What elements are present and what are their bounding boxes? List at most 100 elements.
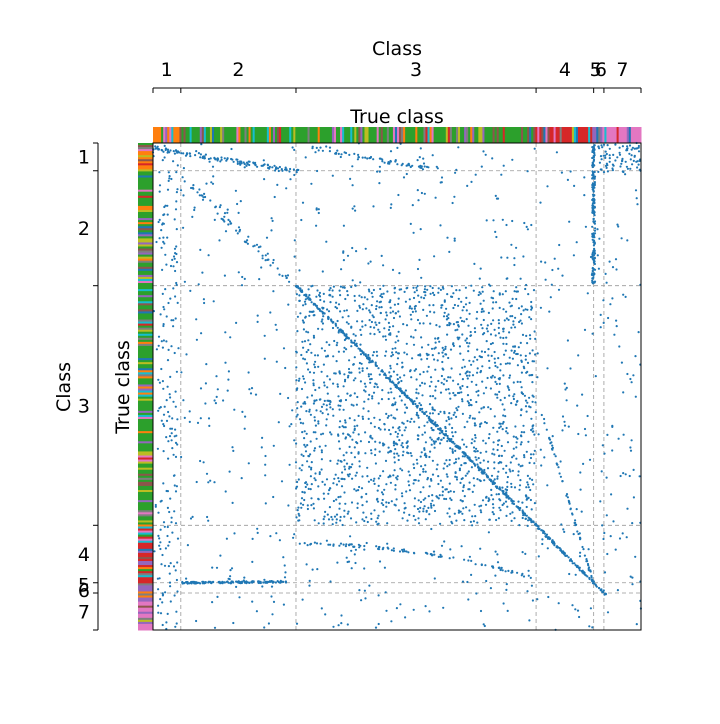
data-point bbox=[247, 236, 249, 238]
data-point bbox=[160, 406, 162, 408]
data-point bbox=[336, 150, 338, 152]
data-point bbox=[457, 146, 459, 148]
data-point bbox=[223, 220, 225, 222]
data-point bbox=[170, 345, 172, 347]
data-point bbox=[377, 501, 379, 503]
data-point bbox=[500, 425, 502, 427]
data-point bbox=[514, 326, 516, 328]
data-point bbox=[174, 218, 176, 220]
data-point bbox=[353, 205, 355, 207]
data-point bbox=[435, 342, 437, 344]
data-point bbox=[593, 146, 595, 148]
data-point bbox=[175, 456, 177, 458]
data-point bbox=[354, 356, 356, 358]
data-point bbox=[332, 408, 334, 410]
data-point bbox=[401, 434, 403, 436]
data-point bbox=[474, 327, 476, 329]
data-point bbox=[405, 507, 407, 509]
data-point bbox=[367, 521, 369, 523]
data-point bbox=[175, 569, 177, 571]
data-point bbox=[173, 454, 175, 456]
data-point bbox=[410, 376, 412, 378]
data-point bbox=[399, 395, 401, 397]
data-point bbox=[513, 436, 515, 438]
data-point bbox=[429, 412, 431, 414]
data-point bbox=[626, 536, 628, 538]
data-point bbox=[368, 481, 370, 483]
data-point bbox=[393, 371, 395, 373]
data-point bbox=[237, 161, 239, 163]
data-point bbox=[495, 195, 497, 197]
data-point bbox=[246, 162, 248, 164]
data-point bbox=[621, 362, 623, 364]
data-point bbox=[588, 566, 590, 568]
data-point bbox=[244, 278, 246, 280]
data-point bbox=[502, 569, 504, 571]
data-point bbox=[432, 354, 434, 356]
data-point bbox=[420, 296, 422, 298]
data-point bbox=[602, 538, 604, 540]
data-point bbox=[439, 523, 441, 525]
data-point bbox=[345, 543, 347, 545]
data-point bbox=[394, 461, 396, 463]
data-point bbox=[395, 385, 397, 387]
data-point bbox=[423, 447, 425, 449]
data-point bbox=[399, 315, 401, 317]
data-point bbox=[462, 413, 464, 415]
data-point bbox=[600, 314, 602, 316]
data-point bbox=[163, 323, 165, 325]
data-point bbox=[474, 434, 476, 436]
data-point bbox=[419, 409, 421, 411]
data-point bbox=[569, 367, 571, 369]
data-point bbox=[361, 350, 363, 352]
data-point bbox=[398, 459, 400, 461]
data-point bbox=[461, 333, 463, 335]
data-point bbox=[473, 263, 475, 265]
data-point bbox=[329, 378, 331, 380]
data-point bbox=[415, 392, 417, 394]
data-point bbox=[163, 242, 165, 244]
data-point bbox=[505, 224, 507, 226]
data-point bbox=[351, 439, 353, 441]
data-point bbox=[561, 172, 563, 174]
data-point bbox=[182, 176, 184, 178]
data-point bbox=[484, 351, 486, 353]
data-point bbox=[451, 367, 453, 369]
data-point bbox=[166, 237, 168, 239]
data-point bbox=[376, 355, 378, 357]
data-point bbox=[594, 243, 596, 245]
data-point bbox=[502, 293, 504, 295]
data-point bbox=[436, 464, 438, 466]
data-point bbox=[457, 383, 459, 385]
data-point bbox=[370, 373, 372, 375]
data-point bbox=[271, 613, 273, 615]
data-point bbox=[396, 453, 398, 455]
data-point bbox=[371, 397, 373, 399]
data-point bbox=[475, 391, 477, 393]
data-point bbox=[631, 381, 633, 383]
data-point bbox=[278, 170, 280, 172]
data-point bbox=[526, 411, 528, 413]
data-point bbox=[397, 352, 399, 354]
data-point bbox=[327, 317, 329, 319]
data-point bbox=[379, 475, 381, 477]
data-point bbox=[209, 161, 211, 163]
data-point bbox=[339, 448, 341, 450]
data-point bbox=[425, 605, 427, 607]
data-point bbox=[313, 314, 315, 316]
data-point bbox=[298, 478, 300, 480]
data-point bbox=[561, 480, 563, 482]
data-point bbox=[423, 162, 425, 164]
data-point bbox=[416, 289, 418, 291]
data-point bbox=[556, 151, 558, 153]
data-point bbox=[208, 417, 210, 419]
data-point bbox=[336, 562, 338, 564]
data-point bbox=[313, 337, 315, 339]
data-point bbox=[221, 582, 223, 584]
data-point bbox=[392, 269, 394, 271]
data-point bbox=[322, 270, 324, 272]
data-point bbox=[264, 358, 266, 360]
data-point bbox=[180, 152, 182, 154]
data-point bbox=[480, 268, 482, 270]
data-point bbox=[438, 497, 440, 499]
